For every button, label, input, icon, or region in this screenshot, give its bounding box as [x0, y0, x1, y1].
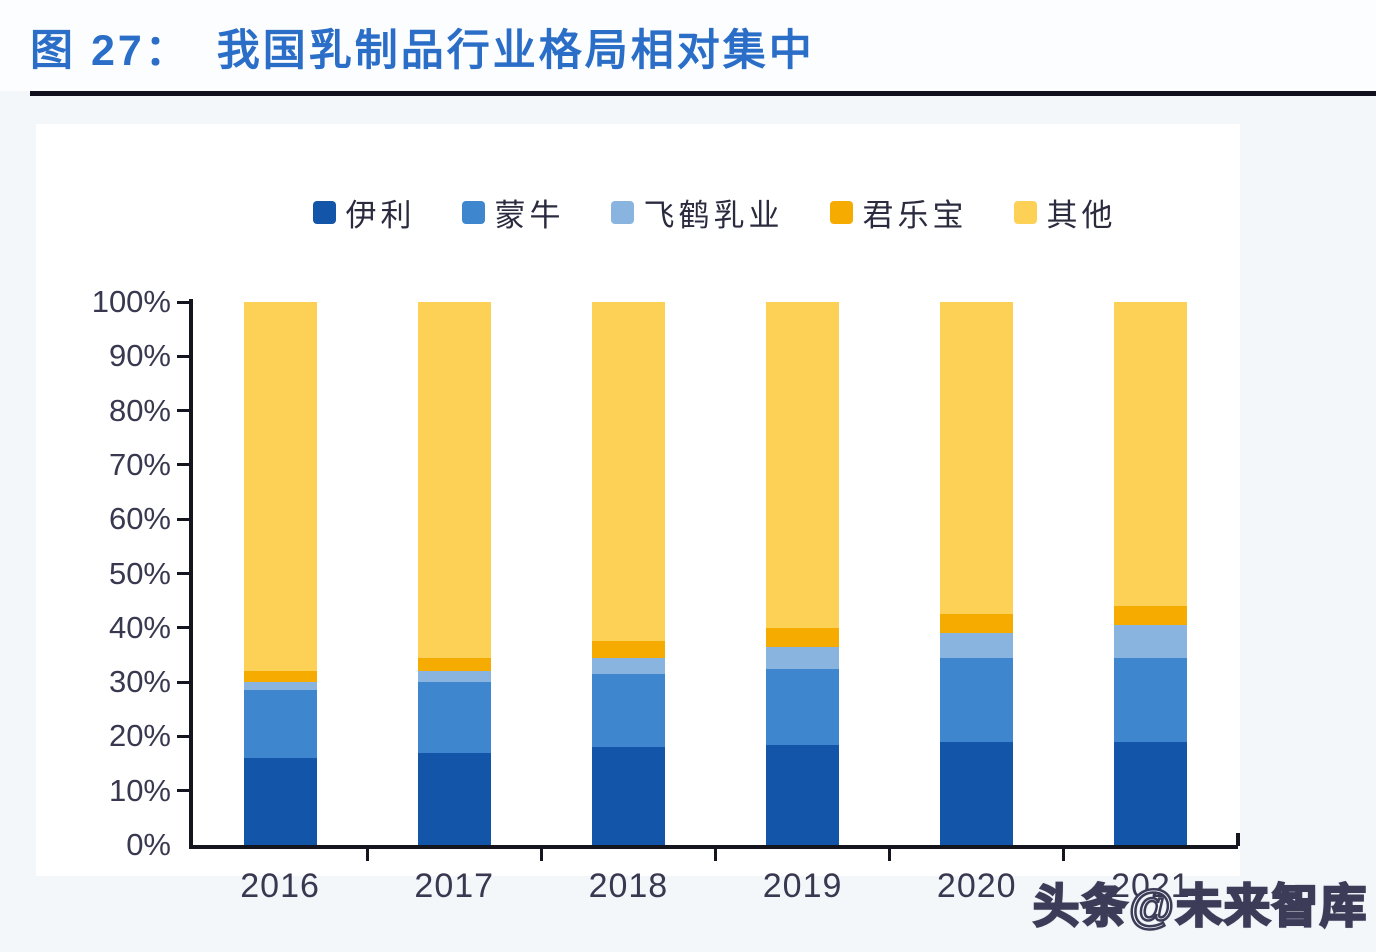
- legend-item-1: 蒙牛: [461, 190, 565, 235]
- y-axis-tick: [177, 734, 189, 738]
- bar-segment-飞鹤乳业: [243, 682, 317, 691]
- y-axis-label: 40%: [108, 609, 171, 645]
- y-axis-tick: [177, 300, 189, 304]
- bar-segment-君乐宝: [1114, 606, 1188, 626]
- legend-label: 其他: [1046, 197, 1117, 233]
- legend-swatch-icon: [461, 200, 485, 224]
- figure-title-text: 我国乳制品行业格局相对集中: [216, 27, 815, 75]
- chart-legend: 伊利 蒙牛 飞鹤乳业 君乐宝 其他: [191, 190, 1238, 234]
- figure-title: 图 27： 我国乳制品行业格局相对集中: [30, 16, 815, 78]
- x-axis-tick: [539, 849, 543, 861]
- bar-segment-其他: [766, 302, 840, 628]
- y-axis-label: 70%: [108, 446, 171, 482]
- y-axis-label: 60%: [108, 501, 171, 537]
- y-axis-tick: [177, 463, 189, 467]
- bar-segment-蒙牛: [243, 690, 317, 759]
- stacked-bar-2016: [243, 302, 317, 845]
- y-axis-label: 0%: [126, 827, 171, 862]
- y-axis-label: 50%: [108, 555, 171, 591]
- x-axis-tick: [1062, 849, 1066, 861]
- legend-item-0: 伊利: [312, 190, 416, 235]
- bar-segment-飞鹤乳业: [766, 646, 840, 669]
- x-axis-label: 2021: [1111, 867, 1191, 905]
- y-axis-tick: [177, 354, 189, 358]
- bar-segment-君乐宝: [417, 657, 491, 672]
- bar-segment-其他: [940, 302, 1014, 615]
- bar-segment-飞鹤乳业: [1114, 625, 1188, 658]
- y-axis-label: 20%: [108, 718, 171, 754]
- bar-segment-飞鹤乳业: [417, 671, 491, 683]
- y-axis-line: [189, 299, 193, 849]
- x-axis-label: 2019: [762, 867, 843, 905]
- y-axis-tick: [177, 517, 189, 521]
- plot-area: 0% 10% 20% 30% 40% 50% 60% 70% 80% 90% 100% 2016 201…: [92, 284, 1240, 905]
- legend-item-3: 君乐宝: [829, 190, 968, 235]
- y-axis-label: 10%: [108, 772, 171, 808]
- title-divider-line: [30, 91, 1376, 96]
- legend-swatch-icon: [312, 200, 336, 224]
- bar-segment-伊利: [766, 744, 840, 845]
- x-axis-tick: [365, 849, 369, 861]
- legend-swatch-icon: [610, 200, 634, 224]
- bar-segment-蒙牛: [417, 682, 491, 753]
- bar-segment-伊利: [417, 752, 491, 845]
- y-axis-label: 30%: [108, 664, 171, 700]
- legend-item-4: 其他: [1013, 190, 1117, 235]
- bar-segment-其他: [591, 302, 665, 642]
- bar-segment-蒙牛: [766, 668, 840, 745]
- y-axis-label: 90%: [108, 338, 171, 374]
- bar-segment-蒙牛: [591, 673, 665, 748]
- stacked-bar-2017: [417, 302, 491, 845]
- bar-segment-蒙牛: [940, 657, 1014, 742]
- x-axis-line: [189, 845, 1238, 849]
- bar-segment-其他: [417, 302, 491, 658]
- legend-label: 伊利: [345, 197, 416, 233]
- figure-number-label: 图 27：: [30, 27, 191, 75]
- x-axis-label: 2018: [588, 867, 669, 905]
- stacked-bar-2021: [1114, 302, 1188, 845]
- y-axis-tick: [177, 789, 189, 793]
- legend-label: 蒙牛: [494, 197, 565, 233]
- bar-segment-飞鹤乳业: [940, 633, 1014, 658]
- x-axis-label: 2020: [936, 867, 1017, 905]
- x-axis-tick: [888, 849, 892, 861]
- stacked-bar-2018: [591, 302, 665, 845]
- bar-segment-其他: [1114, 302, 1188, 607]
- y-axis-tick: [177, 680, 189, 684]
- stacked-bar-2019: [766, 302, 840, 845]
- bar-segment-君乐宝: [766, 627, 840, 647]
- y-axis-label: 100%: [91, 284, 171, 319]
- y-axis-tick: [177, 409, 189, 413]
- bar-segment-伊利: [1114, 741, 1188, 845]
- stacked-bar-2020: [940, 302, 1014, 845]
- y-axis-tick: [177, 572, 189, 575]
- bar-segment-君乐宝: [940, 614, 1014, 634]
- legend-swatch-icon: [1013, 200, 1037, 224]
- legend-label: 飞鹤乳业: [643, 197, 784, 233]
- bar-segment-伊利: [591, 747, 665, 845]
- bar-segment-伊利: [243, 758, 317, 845]
- bar-segment-君乐宝: [591, 641, 665, 658]
- bar-segment-蒙牛: [1114, 657, 1188, 742]
- y-axis-label: 80%: [108, 392, 171, 428]
- bar-segment-君乐宝: [243, 671, 317, 683]
- legend-item-2: 飞鹤乳业: [610, 190, 784, 235]
- x-axis-label: 2016: [240, 867, 320, 905]
- y-axis-tick: [177, 626, 189, 630]
- bar-segment-伊利: [940, 741, 1014, 845]
- x-axis-tick: [714, 849, 717, 861]
- bar-segment-其他: [243, 302, 317, 672]
- figure-header: 图 27： 我国乳制品行业格局相对集中: [0, 0, 1376, 91]
- x-axis-end-tick: [1236, 833, 1240, 846]
- bar-segment-飞鹤乳业: [591, 657, 665, 674]
- watermark: 头条@未来智库: [1032, 879, 1368, 934]
- legend-label: 君乐宝: [862, 197, 968, 233]
- x-axis-label: 2017: [414, 867, 495, 905]
- legend-swatch-icon: [829, 200, 853, 224]
